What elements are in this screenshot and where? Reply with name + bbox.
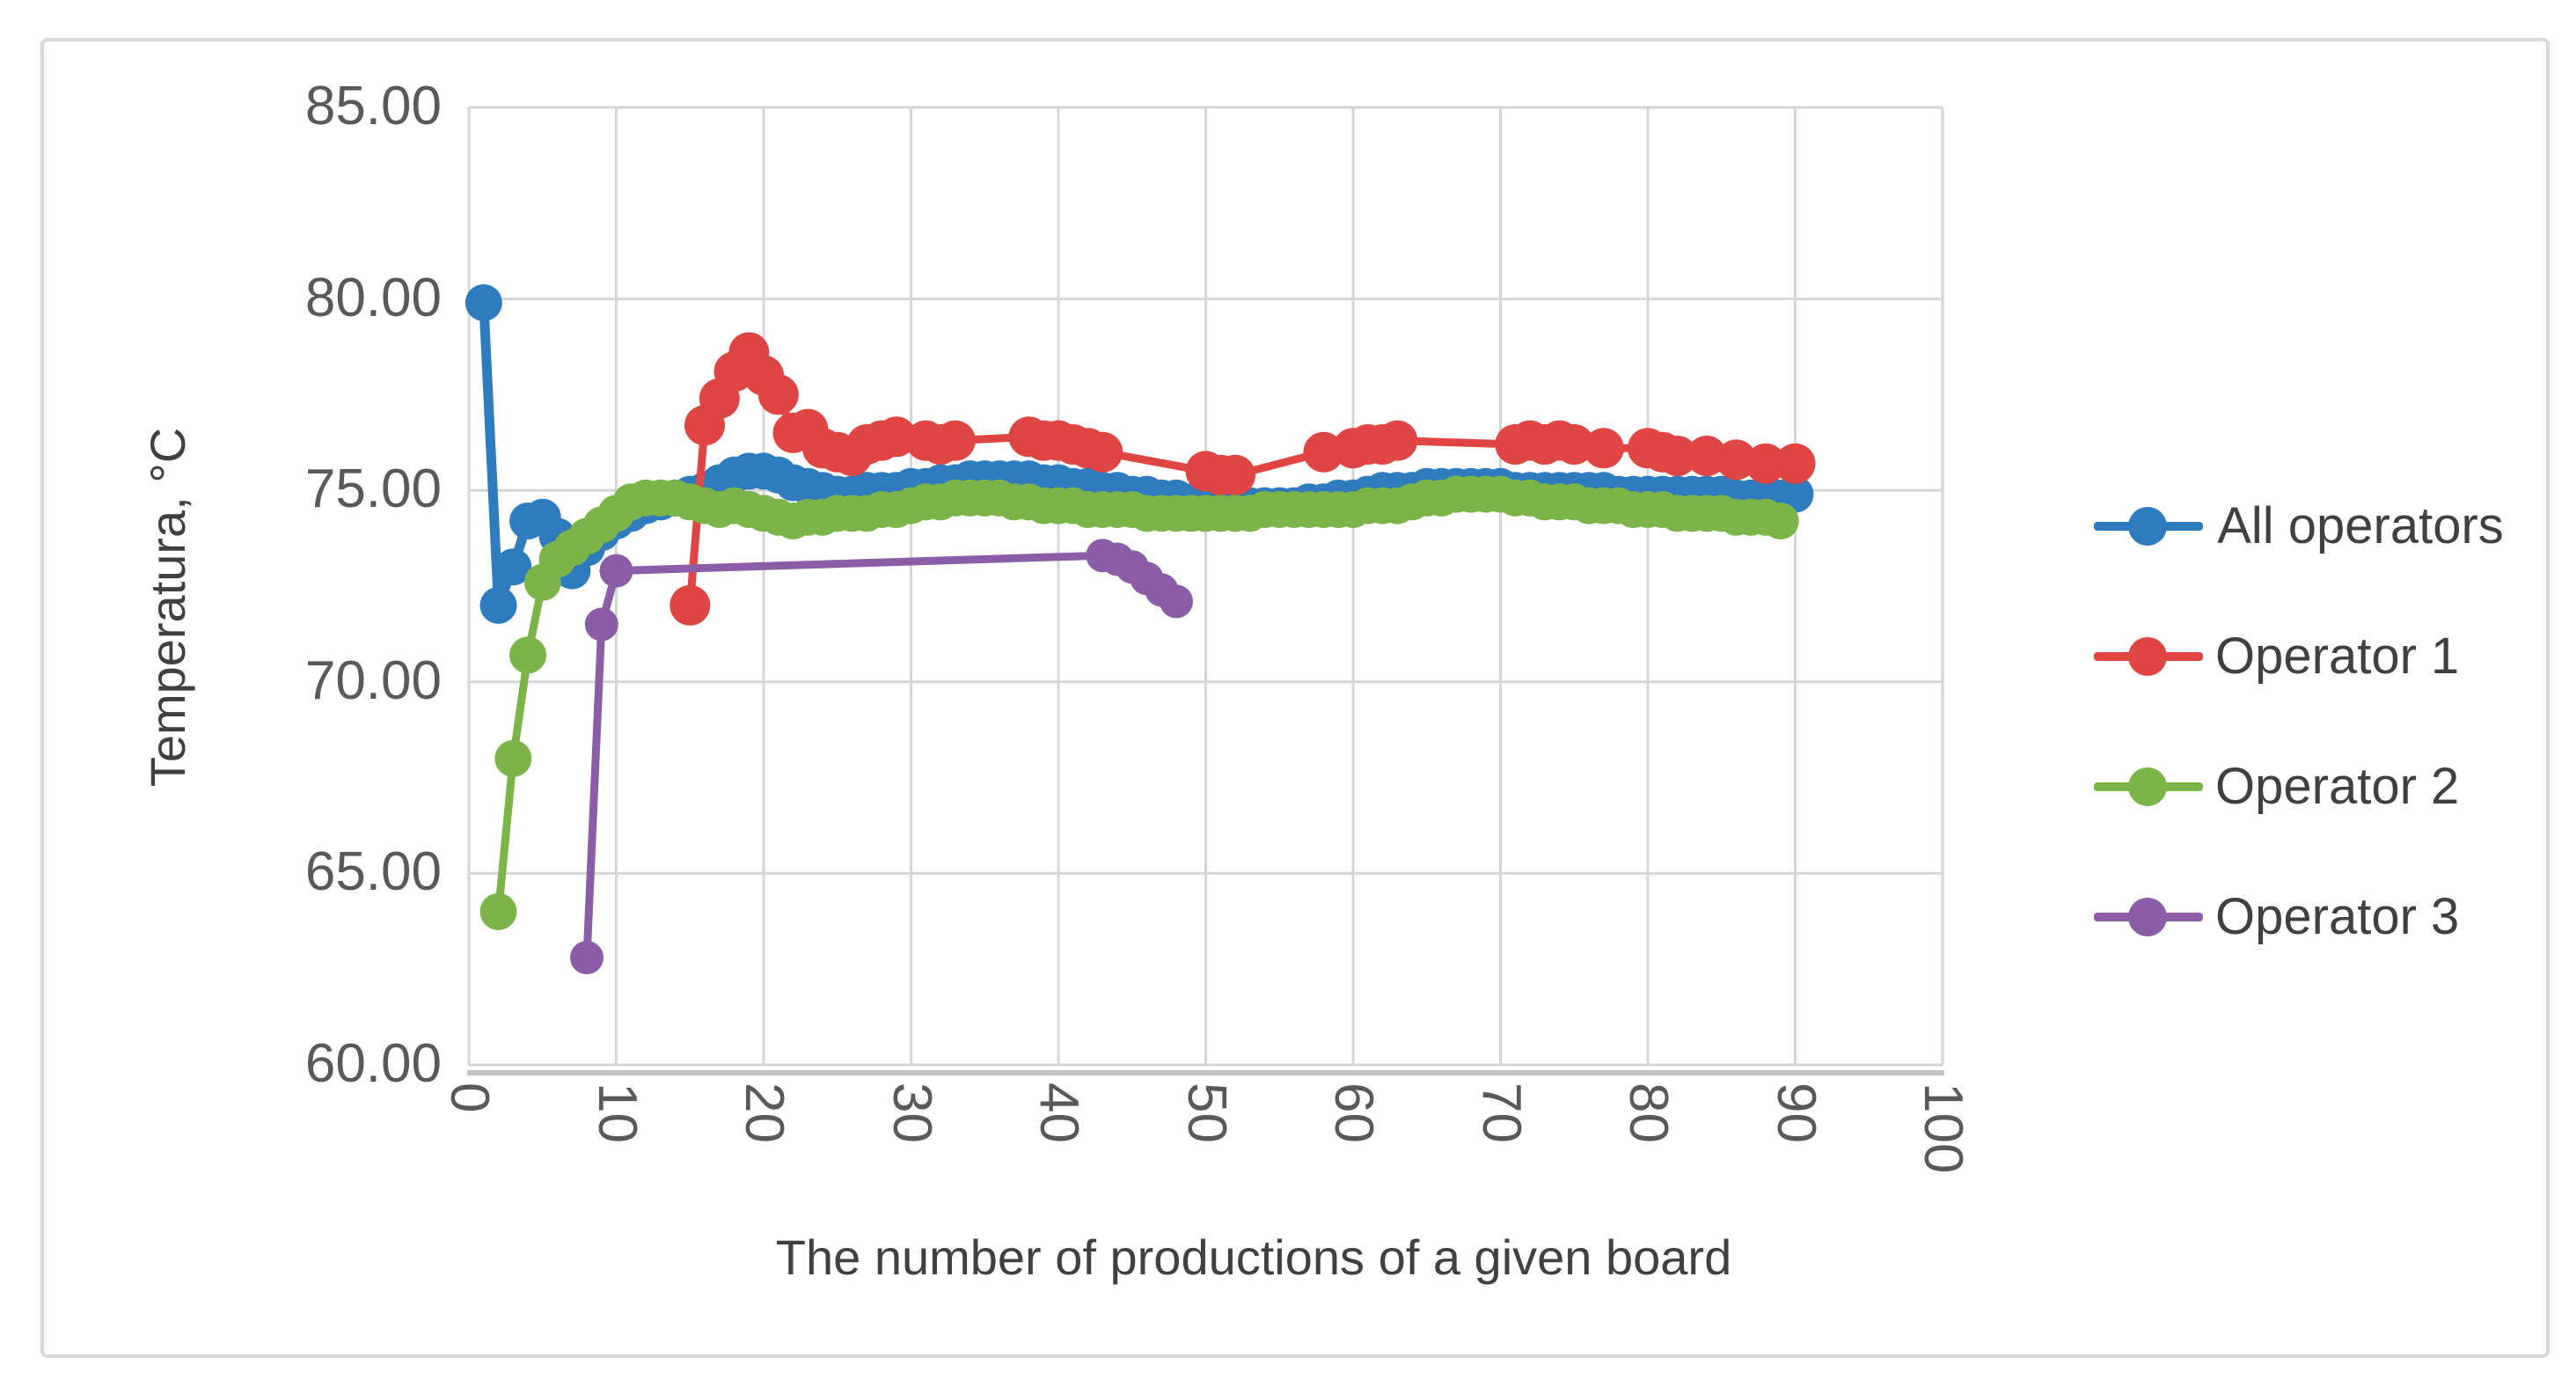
- y-tick-label: 70.00: [304, 649, 442, 711]
- data-point-operator-1: [1657, 436, 1698, 476]
- y-tick-label: 80.00: [304, 267, 442, 328]
- y-tick-label: 65.00: [304, 841, 442, 903]
- data-point-all-operators: [465, 284, 502, 321]
- x-tick-label: 50: [1175, 1082, 1237, 1143]
- data-point-operator-1: [1377, 420, 1418, 461]
- chart-frame: [40, 38, 2550, 1358]
- x-tick-label: 10: [586, 1082, 648, 1143]
- legend-marker-icon: [2094, 637, 2203, 676]
- data-point-all-operators: [494, 548, 532, 586]
- series-operator-2: [479, 475, 1799, 930]
- y-axis-title: Temperatura, °C: [140, 427, 195, 788]
- data-point-operator-1: [1775, 443, 1816, 484]
- data-point-operator-2: [479, 892, 517, 930]
- data-point-operator-1: [1716, 439, 1757, 481]
- data-point-operator-1: [1554, 424, 1595, 465]
- x-tick-label: 90: [1765, 1082, 1826, 1143]
- data-point-operator-3: [599, 554, 633, 588]
- x-tick-label: 30: [881, 1082, 942, 1143]
- legend-entry-operator-3: Operator 3: [2094, 852, 2506, 982]
- data-point-operator-1: [1303, 431, 1344, 473]
- data-point-operator-1: [1583, 428, 1624, 469]
- y-tick-label: 60.00: [304, 1033, 442, 1094]
- data-point-operator-3: [570, 941, 604, 975]
- legend-dot-icon: [2128, 637, 2167, 676]
- legend-dot-icon: [2128, 898, 2167, 936]
- data-point-operator-1: [1082, 431, 1123, 473]
- gridlines: [467, 106, 1944, 1067]
- legend-entry-all-operators: All operators: [2094, 461, 2506, 591]
- legend-entry-operator-2: Operator 2: [2094, 722, 2506, 852]
- x-axis-title: The number of productions of a given boa…: [775, 1229, 1732, 1285]
- data-point-operator-1: [1687, 436, 1727, 476]
- x-tick-label: 0: [439, 1082, 500, 1113]
- legend-label: All operators: [2217, 497, 2504, 554]
- x-tick-label: 70: [1470, 1082, 1532, 1143]
- x-tick-label: 20: [734, 1082, 794, 1143]
- legend-label: Operator 1: [2215, 627, 2460, 685]
- x-tick-label: 60: [1323, 1082, 1384, 1143]
- data-point-operator-1: [670, 584, 711, 626]
- data-point-operator-1: [757, 374, 799, 415]
- legend-dot-icon: [2128, 767, 2167, 806]
- legend-dot-icon: [2128, 507, 2167, 546]
- legend-marker-icon: [2094, 767, 2203, 806]
- x-tick-label: 40: [1028, 1082, 1089, 1143]
- legend-marker-icon: [2094, 898, 2203, 936]
- y-tick-label: 85.00: [304, 76, 442, 136]
- data-point-operator-3: [584, 607, 618, 642]
- legend-marker-icon: [2094, 507, 2203, 546]
- legend-label: Operator 3: [2215, 888, 2460, 945]
- data-point-operator-3: [1160, 584, 1193, 619]
- x-tick-label: 80: [1618, 1082, 1679, 1143]
- data-point-operator-1: [1745, 443, 1786, 484]
- data-point-operator-2: [1761, 503, 1799, 539]
- data-point-operator-2: [494, 739, 532, 777]
- y-tick-label: 75.00: [304, 459, 442, 520]
- data-point-operator-2: [509, 636, 546, 674]
- data-point-operator-1: [1215, 454, 1255, 495]
- x-tick-label: 100: [1913, 1082, 1973, 1174]
- legend-entry-operator-1: Operator 1: [2094, 591, 2506, 722]
- data-point-operator-1: [875, 416, 917, 458]
- data-point-operator-1: [934, 420, 976, 461]
- data-point-all-operators: [479, 586, 517, 624]
- legend: All operators Operator 1 Operator 2 Operato…: [2094, 461, 2506, 982]
- series-operator-3: [570, 539, 1193, 975]
- series-operator-1: [670, 332, 1816, 626]
- legend-label: Operator 2: [2215, 758, 2460, 815]
